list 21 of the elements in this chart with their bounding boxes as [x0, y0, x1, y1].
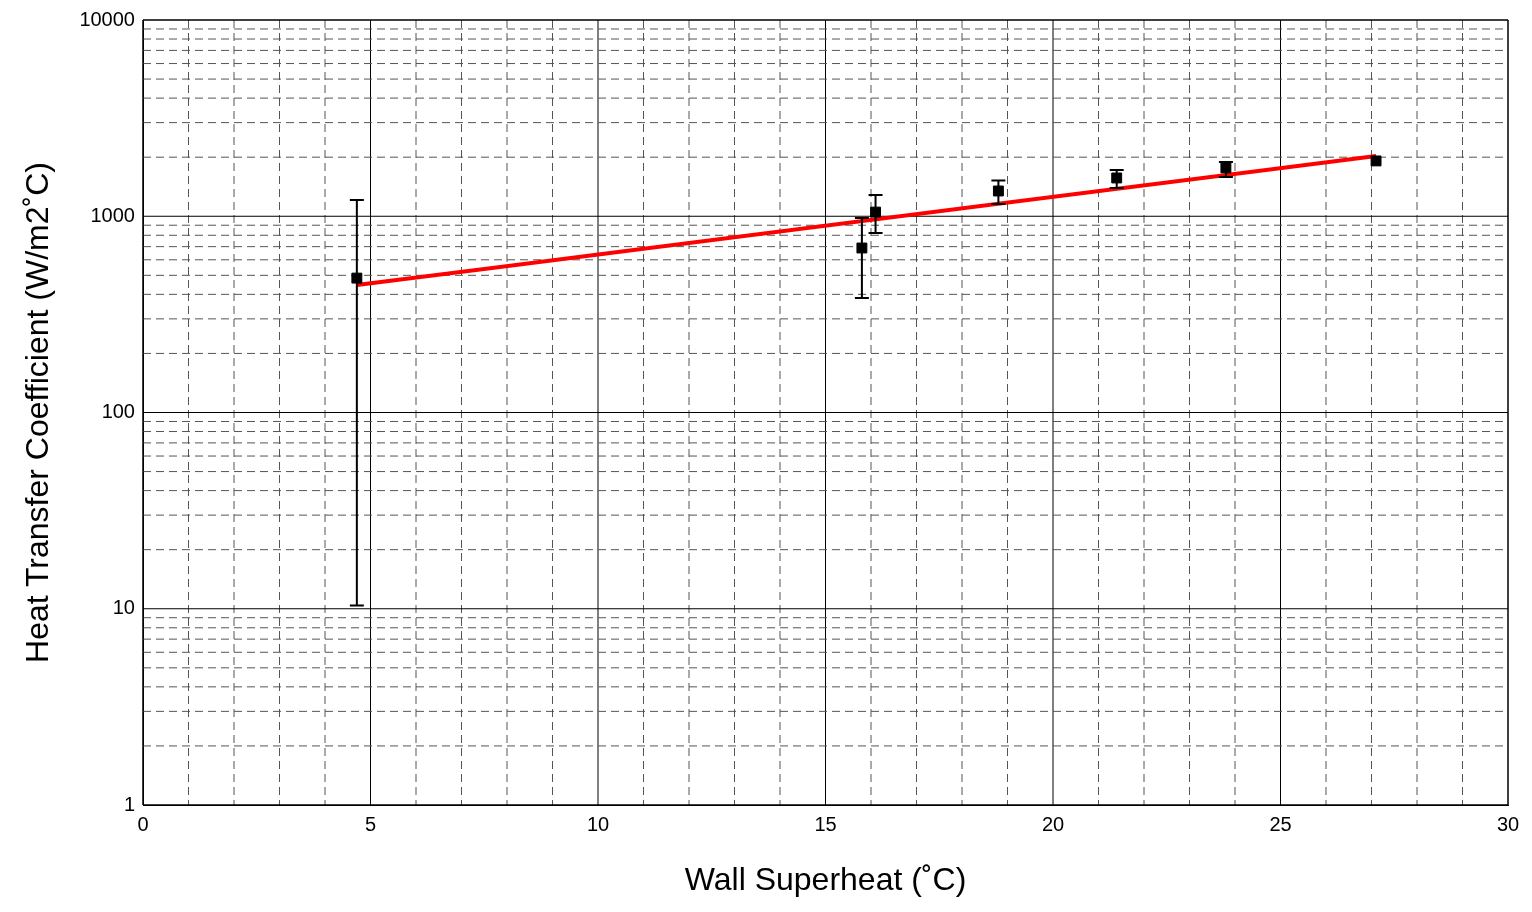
point — [1220, 162, 1232, 174]
x-tick-label: 10 — [586, 812, 610, 835]
x-tick-label: 25 — [1269, 812, 1292, 835]
y-tick-label: 1 — [123, 792, 135, 815]
x-tick-label: 0 — [137, 812, 149, 835]
y-tick-label: 10 — [112, 596, 135, 619]
point — [1111, 172, 1123, 184]
x-tick-label: 30 — [1496, 812, 1520, 835]
x-tick-label: 20 — [1041, 812, 1065, 835]
point — [351, 272, 363, 284]
x-tick-label: 15 — [814, 812, 837, 835]
x-axis-title: Wall Superheat (˚C) — [684, 860, 967, 897]
y-axis-title: Heat Transfer Coefficient (W/m2˚C) — [19, 162, 56, 663]
point — [1370, 155, 1382, 167]
point — [870, 206, 881, 218]
y-tick-label: 1000 — [90, 203, 135, 226]
point — [856, 242, 868, 254]
y-tick-label: 10000 — [79, 7, 135, 30]
point — [992, 185, 1004, 197]
x-tick-label: 5 — [364, 812, 377, 835]
y-tick-label: 100 — [101, 400, 135, 423]
